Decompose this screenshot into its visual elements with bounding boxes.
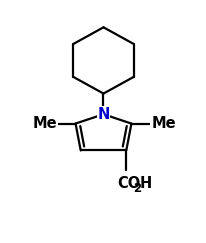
Text: H: H — [139, 176, 151, 191]
Text: 2: 2 — [132, 182, 140, 195]
Text: Me: Me — [151, 116, 175, 131]
Text: Me: Me — [32, 116, 56, 131]
Text: CO: CO — [116, 176, 139, 191]
Text: N: N — [97, 107, 109, 122]
